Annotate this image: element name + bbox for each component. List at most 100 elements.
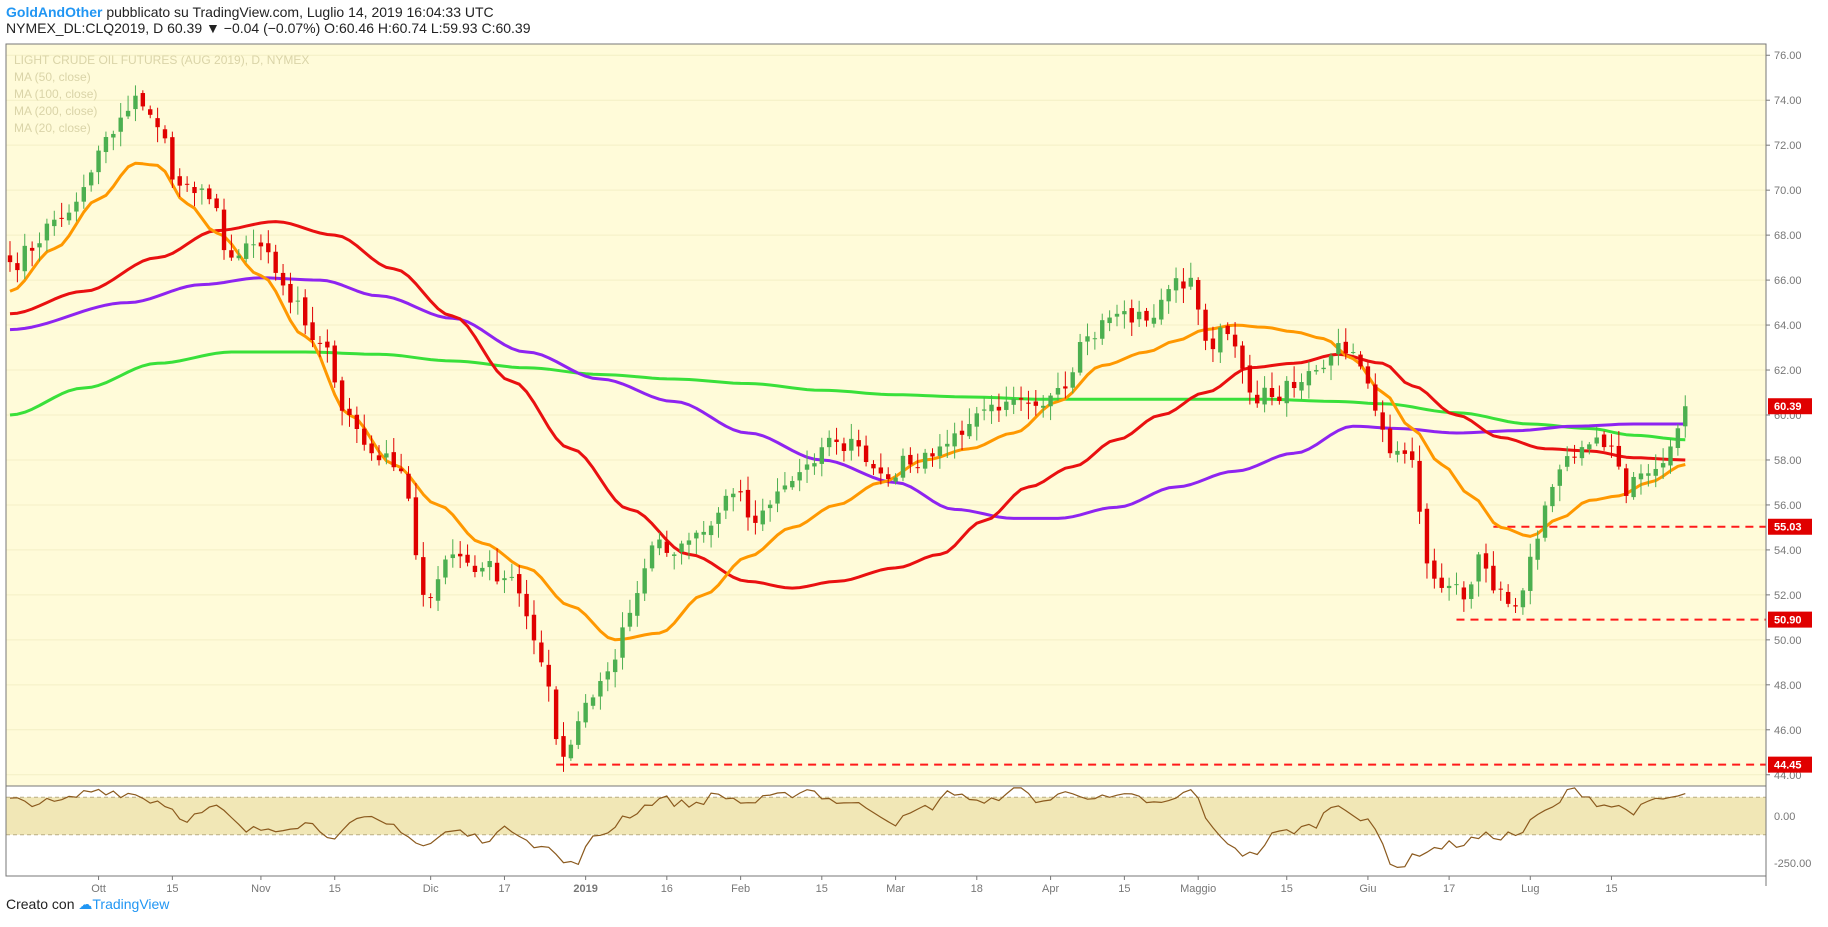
candle[interactable] <box>797 458 802 492</box>
candle[interactable] <box>1417 445 1422 524</box>
candle[interactable] <box>775 478 780 513</box>
candle[interactable] <box>1144 307 1149 327</box>
candle[interactable] <box>738 479 743 502</box>
candle[interactable] <box>922 448 928 474</box>
candle[interactable] <box>162 125 168 144</box>
candle[interactable] <box>945 429 950 459</box>
candle[interactable] <box>1159 288 1164 325</box>
candle[interactable] <box>81 174 86 209</box>
candle[interactable] <box>664 530 670 557</box>
candle[interactable] <box>753 500 758 535</box>
candle[interactable] <box>406 466 411 502</box>
candle[interactable] <box>1646 464 1651 487</box>
candle[interactable] <box>472 555 478 578</box>
candle[interactable] <box>170 131 175 188</box>
candle[interactable] <box>184 176 190 192</box>
candle[interactable] <box>494 548 500 585</box>
candle[interactable] <box>1041 395 1046 418</box>
candle[interactable] <box>347 397 352 427</box>
candle[interactable] <box>1240 341 1245 384</box>
candle[interactable] <box>1373 373 1378 417</box>
candle[interactable] <box>694 530 699 555</box>
candle[interactable] <box>826 430 832 457</box>
candle[interactable] <box>1195 277 1201 326</box>
candle[interactable] <box>1513 597 1518 613</box>
candle[interactable] <box>1011 386 1016 415</box>
candle[interactable] <box>59 202 64 227</box>
candle[interactable] <box>1225 322 1230 341</box>
candle[interactable] <box>893 473 898 485</box>
candle[interactable] <box>849 423 854 461</box>
candle[interactable] <box>1350 343 1356 355</box>
candle[interactable] <box>1609 434 1614 458</box>
candle[interactable] <box>1129 299 1134 336</box>
candle[interactable] <box>22 233 27 280</box>
candle[interactable] <box>221 198 227 260</box>
candle[interactable] <box>288 272 293 314</box>
candle[interactable] <box>598 672 603 710</box>
candle[interactable] <box>1542 501 1548 542</box>
candle[interactable] <box>1668 439 1673 474</box>
candle[interactable] <box>1601 431 1607 451</box>
candle[interactable] <box>1018 386 1024 411</box>
candle[interactable] <box>1365 362 1371 389</box>
candle[interactable] <box>731 488 736 512</box>
candle[interactable] <box>657 532 662 556</box>
candle[interactable] <box>1026 390 1031 420</box>
candle[interactable] <box>576 711 581 750</box>
candle[interactable] <box>930 448 935 467</box>
candle[interactable] <box>480 562 485 577</box>
candle[interactable] <box>457 541 463 569</box>
candle[interactable] <box>266 230 271 264</box>
candle[interactable] <box>834 427 839 455</box>
candle[interactable] <box>1269 372 1275 406</box>
candle[interactable] <box>989 395 994 424</box>
candle[interactable] <box>745 476 751 531</box>
candle[interactable] <box>1188 262 1193 290</box>
candle[interactable] <box>782 472 788 493</box>
candle[interactable] <box>125 95 131 119</box>
candle[interactable] <box>295 286 301 315</box>
candle[interactable] <box>605 662 610 692</box>
candle[interactable] <box>1306 361 1312 399</box>
candle[interactable] <box>1461 581 1467 612</box>
candle[interactable] <box>421 542 426 607</box>
candle[interactable] <box>1107 310 1112 332</box>
candle[interactable] <box>450 539 455 568</box>
candle[interactable] <box>1004 386 1009 417</box>
candle[interactable] <box>118 103 123 147</box>
candle[interactable] <box>1232 322 1238 358</box>
candle[interactable] <box>362 414 367 451</box>
candle[interactable] <box>1572 444 1577 464</box>
candle[interactable] <box>812 453 817 475</box>
candle[interactable] <box>1077 333 1083 376</box>
candle[interactable] <box>1564 446 1570 472</box>
candle[interactable] <box>1395 441 1400 463</box>
candle[interactable] <box>1557 464 1562 502</box>
candle[interactable] <box>1631 471 1636 500</box>
candle[interactable] <box>1424 503 1430 579</box>
candle[interactable] <box>1218 323 1223 363</box>
candle[interactable] <box>103 131 109 164</box>
candle[interactable] <box>1114 304 1120 327</box>
candle[interactable] <box>192 181 197 207</box>
candle[interactable] <box>620 612 625 670</box>
candle[interactable] <box>509 563 515 581</box>
candle[interactable] <box>1446 577 1452 601</box>
candle[interactable] <box>1122 300 1127 329</box>
candle[interactable] <box>1387 414 1393 458</box>
candle[interactable] <box>1136 300 1142 327</box>
candle[interactable] <box>790 476 795 490</box>
candle[interactable] <box>1092 331 1098 350</box>
candle[interactable] <box>148 105 153 119</box>
candle[interactable] <box>251 229 256 258</box>
candle[interactable] <box>1181 268 1186 304</box>
candle[interactable] <box>29 241 35 267</box>
candle[interactable] <box>428 593 433 609</box>
candle[interactable] <box>1070 367 1075 394</box>
candle[interactable] <box>981 397 987 421</box>
candle[interactable] <box>1432 548 1437 589</box>
candle[interactable] <box>37 232 42 262</box>
candle[interactable] <box>1483 543 1489 583</box>
